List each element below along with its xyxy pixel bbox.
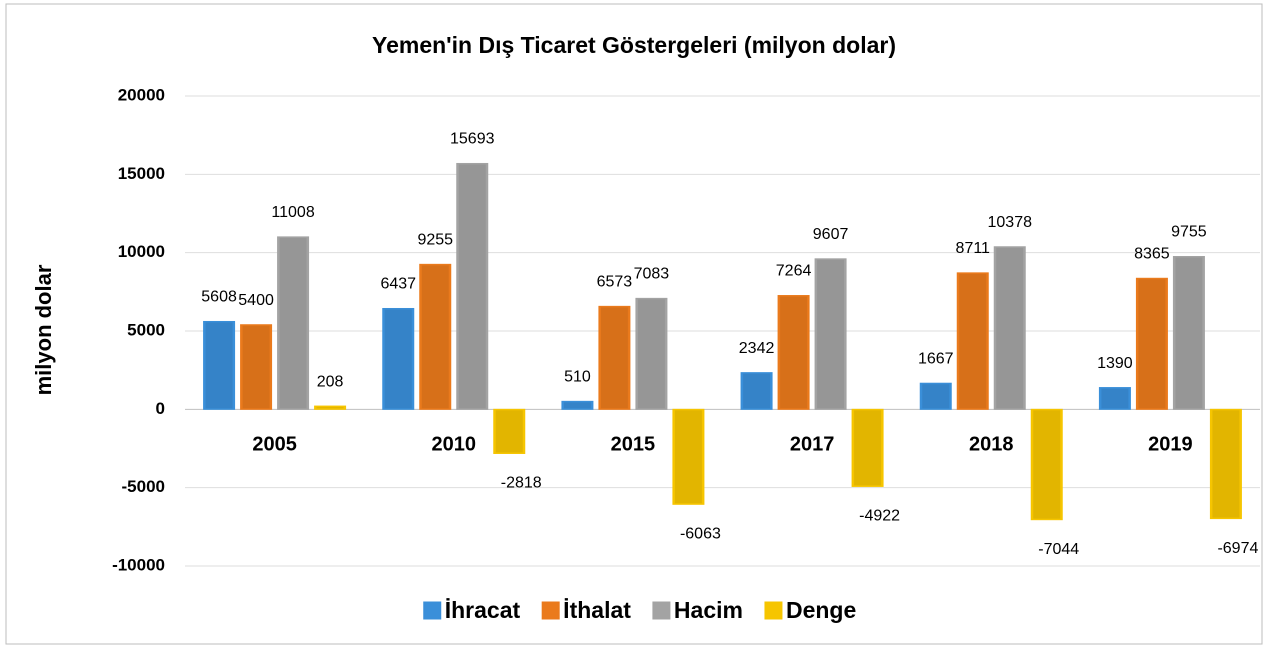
bar [1209,408,1242,520]
data-label: 10378 [988,214,1033,231]
bar [1172,256,1205,410]
data-label: 11008 [271,204,314,221]
bar [672,408,705,505]
bar [1135,277,1168,410]
legend-item: İhracat [423,597,521,623]
bar [314,405,347,410]
bar [382,307,415,410]
data-label: 5400 [238,292,274,309]
y-tick-label: -5000 [122,477,165,496]
bar [814,258,847,410]
data-label: 6573 [597,274,633,291]
data-label: 5608 [201,289,237,306]
legend-swatch [652,601,671,620]
x-tick-label: 2005 [252,433,297,455]
legend-label: Denge [786,597,856,623]
legend: İhracat İthalat Hacim Denge [423,597,856,623]
legend-swatch [541,601,560,620]
data-label: -7044 [1038,541,1079,558]
data-label: 1667 [918,350,954,367]
bar [493,408,526,454]
bar [635,297,668,410]
data-label: 208 [317,373,344,390]
bar [1030,408,1063,521]
bar [203,320,236,410]
chart-title: Yemen'in Dış Ticaret Göstergeleri (milyo… [372,32,896,58]
data-label: -2818 [501,475,542,492]
data-label: 7264 [776,263,812,280]
bar [1098,387,1131,410]
bar [956,272,989,410]
bar [240,324,273,410]
legend-item: Denge [764,597,856,623]
x-tick-label: 2017 [790,433,835,455]
bar [993,246,1026,410]
data-label: -6063 [680,526,721,543]
data-label: 2342 [739,340,775,357]
bar [456,162,489,410]
data-label: 9755 [1171,224,1207,241]
bar [851,408,884,487]
legend-swatch [764,601,783,620]
data-label: 1390 [1097,355,1133,372]
data-label: 8711 [956,240,991,257]
data-label: -4922 [859,508,900,525]
bar [740,372,773,410]
legend-label: İhracat [445,597,521,623]
data-label: 15693 [450,131,495,148]
x-tick-label: 2018 [969,433,1014,455]
y-tick-label: 5000 [127,320,165,339]
legend-swatch [423,601,442,620]
y-tick-label: 15000 [118,164,165,183]
data-label: 7083 [634,266,670,283]
data-label: 9607 [813,226,849,243]
y-axis-label: milyon dolar [31,264,56,395]
bar [777,295,810,410]
y-tick-label: 0 [156,399,165,418]
data-label: 8365 [1134,246,1170,263]
x-tick-label: 2010 [432,433,477,455]
x-tick-label: 2019 [1148,433,1193,455]
legend-label: Hacim [674,597,743,623]
data-label: 6437 [380,276,416,293]
legend-item: Hacim [652,597,743,623]
y-tick-label: 10000 [118,242,165,261]
bar [561,400,594,410]
legend-label: İthalat [563,597,631,623]
x-tick-label: 2015 [611,433,656,455]
legend-item: İthalat [541,597,631,623]
data-label: 9255 [417,232,453,249]
y-tick-label: 20000 [118,85,165,104]
data-label: -6974 [1217,540,1258,557]
y-tick-label: -10000 [112,555,165,574]
bar [598,305,631,410]
bar [419,263,452,410]
bar [919,382,952,410]
bar [277,236,310,410]
data-label: 510 [564,369,591,386]
